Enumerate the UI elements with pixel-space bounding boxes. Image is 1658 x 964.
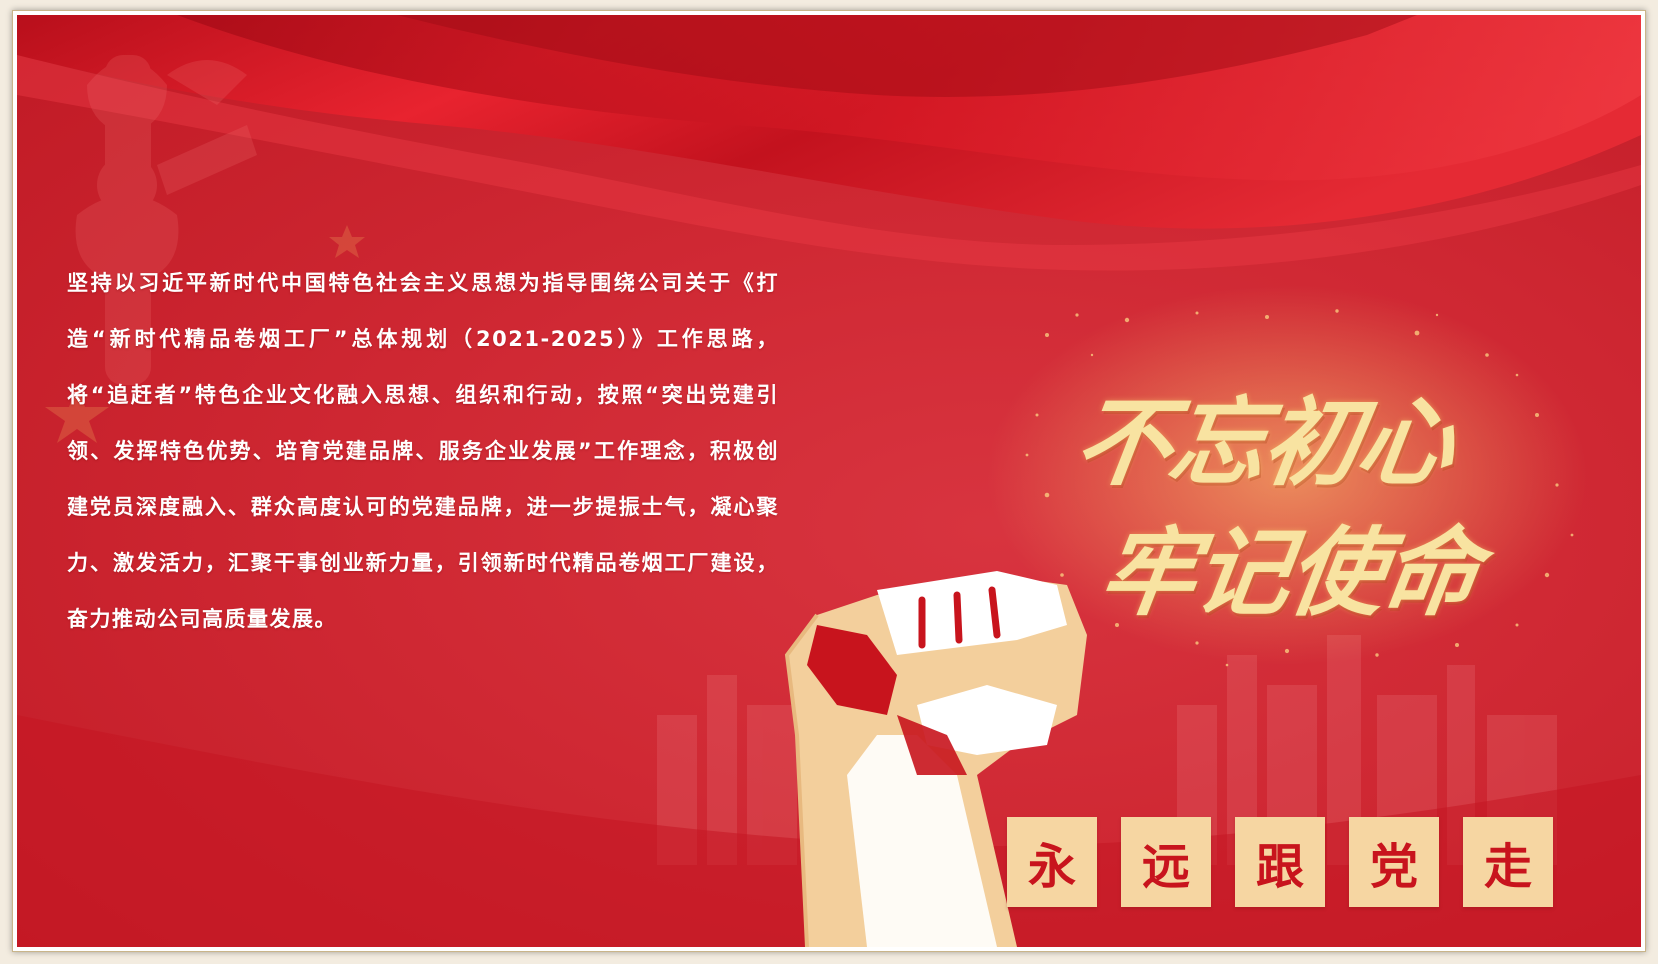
slogan-tile-char: 党	[1369, 839, 1418, 895]
slogan-tile: 走	[1463, 817, 1553, 907]
slogan-tile-char: 远	[1141, 839, 1190, 895]
slogan-tile: 远	[1121, 817, 1211, 907]
slogan-line-2: 牢记使命	[1092, 516, 1485, 629]
raised-fist-icon	[784, 571, 1087, 947]
slogan-tile: 跟	[1235, 817, 1325, 907]
slogan-tile-char: 永	[1027, 839, 1076, 895]
slogan-tile-char: 走	[1483, 839, 1532, 895]
slogan-tile-char: 跟	[1255, 839, 1304, 895]
slogan-tile: 党	[1349, 817, 1439, 907]
slogan-line-1: 不忘初心	[1067, 386, 1460, 499]
slogan-tile: 永	[1007, 817, 1097, 907]
body-paragraph: 坚持以习近平新时代中国特色社会主义思想为指导围绕公司关于《打造“新时代精品卷烟工…	[67, 271, 779, 631]
banner-frame: 坚持以习近平新时代中国特色社会主义思想为指导围绕公司关于《打造“新时代精品卷烟工…	[12, 10, 1646, 952]
party-banner: 坚持以习近平新时代中国特色社会主义思想为指导围绕公司关于《打造“新时代精品卷烟工…	[17, 15, 1641, 947]
slogan-tiles: 永 远 跟 党 走	[1007, 817, 1553, 907]
